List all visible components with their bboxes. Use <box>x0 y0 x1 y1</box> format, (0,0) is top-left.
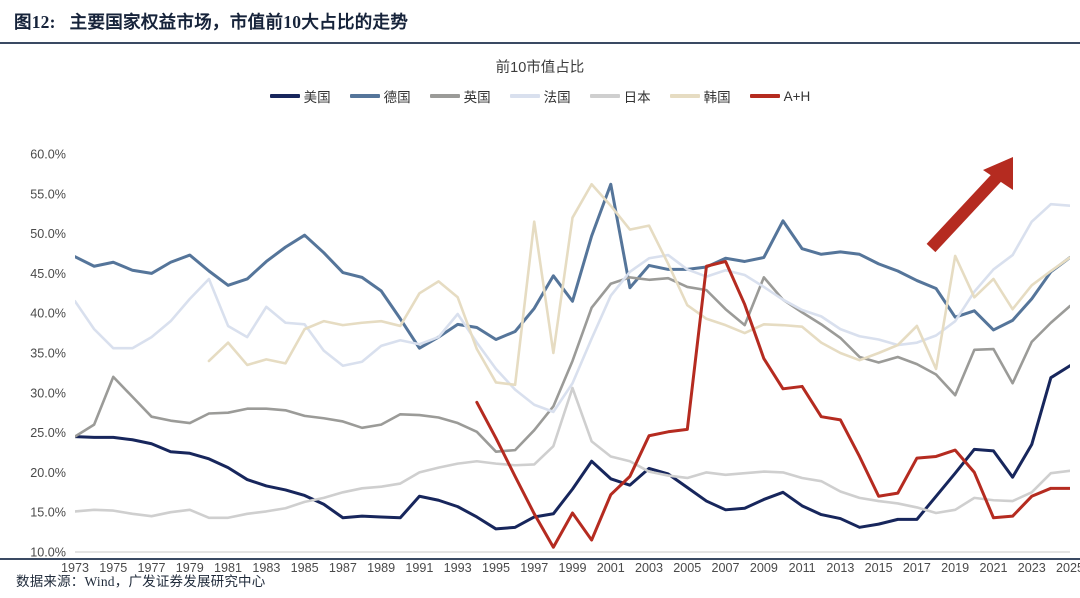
y-axis-tick-label: 40.0% <box>30 307 66 321</box>
y-axis-tick-label: 30.0% <box>30 386 66 400</box>
y-axis-tick-label: 35.0% <box>30 347 66 361</box>
x-axis-tick-label: 2003 <box>635 561 663 575</box>
series-line-英国 <box>75 276 1070 453</box>
x-axis-tick-label: 2001 <box>597 561 625 575</box>
x-axis-tick-label: 1983 <box>252 561 280 575</box>
x-axis-tick-label: 2015 <box>865 561 893 575</box>
upward-trend-arrow <box>926 157 1013 253</box>
x-axis-tick-label: 2005 <box>673 561 701 575</box>
series-line-日本 <box>75 386 1070 520</box>
series-line-德国 <box>75 182 1070 350</box>
figure-title: 主要国家权益市场，市值前10大占比的走势 <box>69 12 409 32</box>
series-group <box>75 182 1070 549</box>
figure-number-label: 图12: <box>14 12 56 32</box>
y-axis-tick-label: 50.0% <box>30 227 66 241</box>
chart-area: 前10市值占比 美国 德国 英国 法国 日本 韩国 A+H 10.0% 15.0% 20.0% 2… <box>0 44 1080 575</box>
x-axis-tick-label: 2007 <box>712 561 740 575</box>
x-axis-tick-label: 1977 <box>138 561 166 575</box>
series-line-A+H <box>475 259 1070 549</box>
x-axis-tick-label: 2009 <box>750 561 778 575</box>
x-axis-tick-label: 2013 <box>826 561 854 575</box>
y-axis-tick-label: 10.0% <box>30 546 66 560</box>
y-axis-tick-label: 25.0% <box>30 426 66 440</box>
series-line-法国 <box>75 202 1070 414</box>
x-axis-tick-label: 2011 <box>789 561 816 575</box>
x-axis-tick-label: 1991 <box>405 561 433 575</box>
x-axis-tick-label: 1999 <box>558 561 586 575</box>
x-axis-tick-label: 1997 <box>520 561 548 575</box>
x-axis-tick-label: 1987 <box>329 561 357 575</box>
x-axis-tick-label: 2025 <box>1056 561 1080 575</box>
figure-footer: 数据来源：Wind，广发证券发展研究中心 <box>0 558 1080 598</box>
x-axis-tick-label: 2019 <box>941 561 969 575</box>
x-axis-tick-label: 2017 <box>903 561 931 575</box>
y-axis-tick-label: 45.0% <box>30 267 66 281</box>
x-axis-tick-label: 1979 <box>176 561 204 575</box>
source-note: 数据来源：Wind，广发证券发展研究中心 <box>16 574 266 589</box>
line-chart-plot: 10.0% 15.0% 20.0% 25.0% 30.0% 35.0% 40.0% 45.0%… <box>30 148 1080 576</box>
x-axis-tick-label: 1985 <box>291 561 319 575</box>
y-axis-tick-label: 20.0% <box>30 466 66 480</box>
x-axis-tick-label: 1973 <box>61 561 89 575</box>
series-line-美国 <box>75 364 1070 531</box>
y-axis-tick-label: 55.0% <box>30 187 66 201</box>
series-line-韩国 <box>207 182 1070 387</box>
y-axis-tick-label: 15.0% <box>30 506 66 520</box>
x-axis-tick-label: 1975 <box>99 561 127 575</box>
y-axis-tick-label: 60.0% <box>30 148 66 162</box>
chart-title: 前10市值占比 <box>495 60 585 76</box>
x-axis-tick-label: 1989 <box>367 561 395 575</box>
x-axis-tick-label: 1995 <box>482 561 510 575</box>
x-axis-tick-label: 1981 <box>214 561 242 575</box>
x-axis-tick-label: 2021 <box>979 561 1007 575</box>
x-axis-tick-label: 2023 <box>1018 561 1046 575</box>
figure-header: 图12: 主要国家权益市场，市值前10大占比的走势 <box>0 0 1080 44</box>
x-axis-tick-label: 1993 <box>444 561 472 575</box>
